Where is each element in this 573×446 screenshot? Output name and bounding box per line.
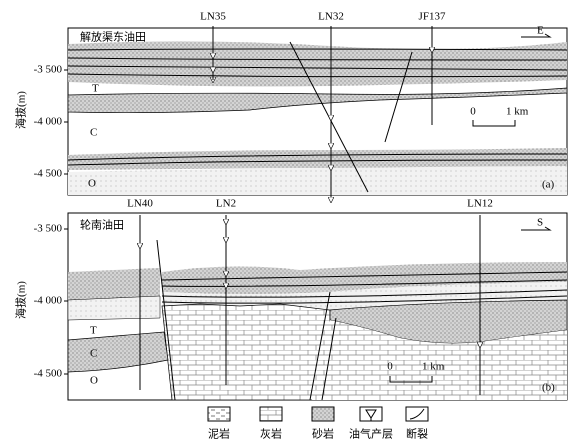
legend-label: 灰岩 bbox=[260, 427, 282, 441]
fault bbox=[321, 317, 337, 401]
panel-a: 解放渠东油田 E 海拔(m) -3 500 -4 000 -4 500 LN35… bbox=[14, 11, 568, 200]
field-name: 解放渠东油田 bbox=[80, 30, 146, 44]
layer-label: O bbox=[90, 375, 98, 387]
legend-symbol bbox=[409, 408, 425, 420]
tick-label: -4 500 bbox=[34, 368, 63, 380]
strata-line bbox=[67, 48, 568, 78]
legend-label: 油气产层 bbox=[349, 427, 393, 441]
axis-label: 海拔(m) bbox=[14, 281, 28, 319]
legend-symbol bbox=[365, 409, 377, 421]
well-name: LN32 bbox=[318, 11, 344, 23]
strata-line bbox=[67, 153, 568, 166]
strata bbox=[67, 295, 161, 321]
legend-swatch bbox=[405, 406, 429, 422]
sand-layer bbox=[68, 148, 567, 170]
well-name: LN40 bbox=[127, 198, 153, 210]
legend-label: 断裂 bbox=[406, 427, 428, 441]
panel-label: (b) bbox=[542, 382, 555, 394]
sand-layer bbox=[68, 268, 160, 300]
dolomite-layer bbox=[68, 166, 567, 195]
well-name: LN35 bbox=[200, 11, 226, 23]
legend-swatch bbox=[311, 406, 335, 422]
limestone bbox=[161, 303, 331, 401]
legend-label: 砂岩 bbox=[312, 427, 334, 441]
field-name: 轮南油田 bbox=[80, 218, 124, 232]
axis-label: 海拔(m) bbox=[14, 91, 28, 129]
well-name: LN2 bbox=[216, 198, 236, 210]
fault bbox=[309, 291, 331, 401]
layer-label: T bbox=[90, 325, 97, 337]
sand-layer bbox=[67, 331, 169, 373]
scale-label: 0 bbox=[387, 361, 393, 373]
direction: S bbox=[537, 217, 543, 229]
tick-label: -3 500 bbox=[34, 223, 63, 235]
legend-label: 泥岩 bbox=[208, 427, 230, 441]
scale-label: 1 km bbox=[506, 106, 529, 118]
scale-bar bbox=[389, 376, 433, 383]
limestone bbox=[312, 320, 567, 400]
fault bbox=[156, 239, 176, 401]
tick-label: -4 000 bbox=[34, 295, 63, 307]
scale-label: 1 km bbox=[422, 361, 445, 373]
layer-label: C bbox=[90, 127, 97, 139]
tick-label: -3 500 bbox=[34, 64, 63, 76]
layer-label: C bbox=[90, 348, 97, 360]
panel-label: (a) bbox=[542, 179, 555, 191]
tick-label: -4 000 bbox=[34, 116, 63, 128]
fault bbox=[384, 51, 413, 143]
scale-label: 0 bbox=[470, 106, 476, 118]
well-name: LN12 bbox=[467, 198, 493, 210]
scale-bar bbox=[472, 120, 516, 127]
strata-line bbox=[161, 271, 568, 304]
layer-label: O bbox=[88, 178, 96, 190]
sand-layer bbox=[68, 41, 567, 87]
direction-arrow bbox=[521, 226, 552, 231]
legend-swatch bbox=[259, 406, 283, 422]
direction-arrow bbox=[521, 33, 552, 38]
legend-swatch bbox=[207, 406, 231, 422]
legend: 泥岩 灰岩 砂岩 油气产层 断裂 bbox=[207, 406, 429, 441]
panel-b: 轮南油田 S 海拔(m) -3 500 -4 000 -4 500 LN40 L… bbox=[14, 198, 568, 401]
direction: E bbox=[537, 25, 544, 37]
layer-label: T bbox=[92, 83, 99, 95]
tick-label: -4 500 bbox=[34, 168, 63, 180]
well-name: JF137 bbox=[419, 11, 446, 23]
sand-layer bbox=[67, 87, 568, 114]
